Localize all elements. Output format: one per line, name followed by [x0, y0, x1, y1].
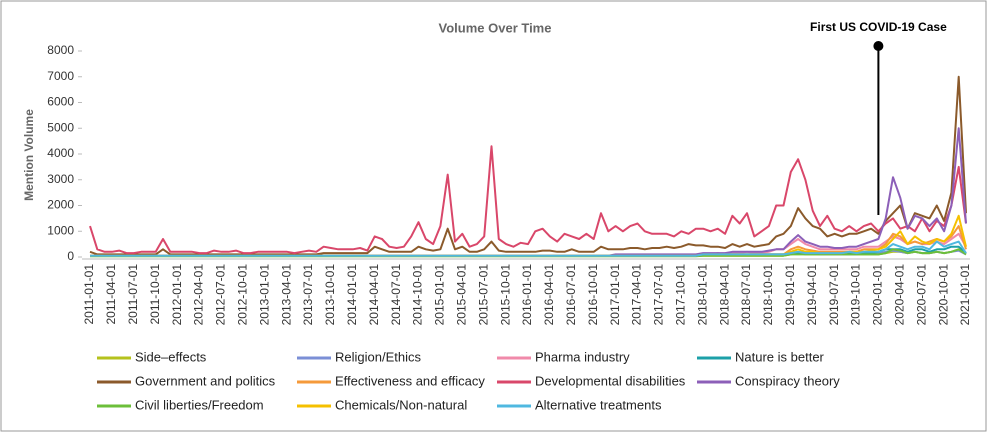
x-tick-label: 2012-07-01 — [214, 264, 228, 326]
x-tick-label: 2011-07-01 — [126, 264, 140, 325]
x-tick-label: 2013-07-01 — [301, 264, 315, 326]
legend-label: Chemicals/Non-natural — [335, 397, 467, 412]
x-tick-label: 2013-04-01 — [279, 264, 293, 326]
x-tick-label: 2011-10-01 — [148, 264, 162, 325]
x-tick-label: 2014-10-01 — [411, 264, 425, 326]
x-tick-label: 2020-10-01 — [936, 264, 950, 326]
legend-label: Nature is better — [735, 349, 825, 364]
x-tick-label: 2019-07-01 — [827, 264, 841, 326]
x-tick-label: 2018-04-01 — [717, 264, 731, 326]
annotation-text: First US COVID-19 Case — [810, 20, 947, 34]
legend-label: Effectiveness and efficacy — [335, 373, 485, 388]
x-tick-label: 2021-01-01 — [958, 264, 972, 326]
x-tick-label: 2019-01-01 — [783, 264, 797, 326]
legend-label: Pharma industry — [535, 349, 630, 364]
x-tick-label: 2018-01-01 — [695, 264, 709, 326]
x-tick-label: 2020-04-01 — [892, 264, 906, 326]
y-tick-label: 7000 — [47, 69, 74, 83]
x-tick-label: 2017-10-01 — [673, 264, 687, 326]
series-line — [90, 240, 967, 257]
x-tick-label: 2016-04-01 — [542, 264, 556, 326]
x-tick-label: 2015-04-01 — [454, 264, 468, 326]
x-tick-label: 2012-10-01 — [235, 264, 249, 326]
y-tick-label: 3000 — [47, 172, 74, 186]
x-tick-label: 2017-01-01 — [608, 264, 622, 326]
series-line — [89, 145, 967, 255]
x-tick-label: 2011-01-01 — [82, 264, 96, 325]
legend-label: Civil liberties/Freedom — [135, 397, 264, 412]
y-tick-label: 0 — [67, 249, 74, 263]
x-tick-label: 2019-04-01 — [805, 264, 819, 326]
x-tick-label: 2020-01-01 — [871, 264, 885, 326]
series-line — [89, 75, 967, 256]
x-tick-label: 2020-07-01 — [914, 264, 928, 326]
legend-label: Conspiracy theory — [735, 373, 840, 388]
x-tick-label: 2017-04-01 — [630, 264, 644, 326]
x-tick-label: 2013-01-01 — [257, 264, 271, 326]
x-tick-label: 2012-04-01 — [192, 264, 206, 326]
x-tick-label: 2018-10-01 — [761, 264, 775, 326]
y-tick-label: 5000 — [47, 120, 74, 134]
x-tick-label: 2016-01-01 — [520, 264, 534, 326]
x-tick-label: 2014-01-01 — [345, 264, 359, 326]
x-tick-label: 2014-04-01 — [367, 264, 381, 326]
chart-title: Volume Over Time — [439, 20, 552, 35]
x-tick-label: 2014-07-01 — [389, 264, 403, 326]
x-tick-label: 2016-07-01 — [564, 264, 578, 326]
legend-label: Religion/Ethics — [335, 349, 421, 364]
legend-label: Alternative treatments — [535, 397, 662, 412]
x-tick-label: 2011-04-01 — [104, 264, 118, 325]
legend-label: Government and politics — [135, 373, 276, 388]
legend-label: Side–effects — [135, 349, 207, 364]
annotation-dot — [873, 41, 884, 51]
y-tick-label: 6000 — [47, 95, 74, 109]
x-tick-label: 2018-07-01 — [739, 264, 753, 326]
y-tick-label: 2000 — [47, 198, 74, 212]
x-tick-label: 2019-10-01 — [849, 264, 863, 326]
x-tick-label: 2015-07-01 — [476, 264, 490, 326]
y-tick-label: 4000 — [47, 146, 74, 160]
x-tick-label: 2013-10-01 — [323, 264, 337, 326]
legend-label: Developmental disabilities — [535, 373, 686, 388]
x-tick-label: 2016-10-01 — [586, 264, 600, 326]
x-tick-label: 2015-10-01 — [498, 264, 512, 326]
x-tick-label: 2015-01-01 — [433, 264, 447, 326]
y-axis-label: Mention Volume — [22, 109, 36, 201]
y-tick-label: 8000 — [47, 43, 74, 57]
x-tick-label: 2017-07-01 — [652, 264, 666, 326]
y-tick-label: 1000 — [47, 223, 74, 237]
x-tick-label: 2012-01-01 — [170, 264, 184, 326]
